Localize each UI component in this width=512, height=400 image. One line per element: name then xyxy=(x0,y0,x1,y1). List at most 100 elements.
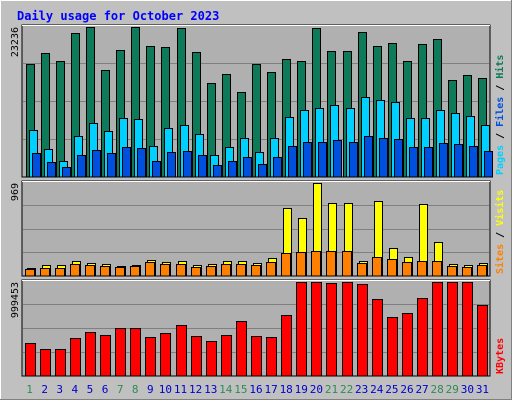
bar-kbytes-day-25 xyxy=(387,317,398,377)
bar-sites-day-16 xyxy=(251,265,261,277)
bar-pages-day-4 xyxy=(77,155,86,178)
bar-sites-day-4 xyxy=(70,264,80,277)
bar-pages-day-11 xyxy=(183,151,192,178)
bar-sites-day-12 xyxy=(191,267,201,277)
day-labels: 1 2 3 4 5 6 7 8 9 10 11 12 13 14 15 16 17 18 19 20 21 22 23 24 2… xyxy=(26,383,489,396)
bar-kbytes-day-31 xyxy=(477,305,488,377)
bar-sites-day-9 xyxy=(145,262,155,277)
bar-pages-day-15 xyxy=(243,157,252,178)
day-label-27: 27 xyxy=(415,383,428,396)
day-label-4: 4 xyxy=(72,383,79,396)
bar-kbytes-day-24 xyxy=(372,299,383,377)
bar-pages-day-25 xyxy=(394,139,403,178)
panel-kbytes: 999453 KBytes xyxy=(10,279,506,377)
day-label-13: 13 xyxy=(204,383,217,396)
panel-hits-files-pages: 23236 Pages / Files / Hits xyxy=(10,24,506,178)
panel-kbytes-ymax-label: 999453 xyxy=(10,282,21,318)
bar-pages-day-10 xyxy=(167,152,176,178)
bar-sites-day-23 xyxy=(357,263,367,277)
day-label-1: 1 xyxy=(26,383,33,396)
bar-pages-day-3 xyxy=(62,167,71,178)
legend-hits: Hits xyxy=(494,55,506,79)
bar-kbytes-day-3 xyxy=(55,349,66,377)
bar-kbytes-day-26 xyxy=(402,313,413,377)
bar-kbytes-day-23 xyxy=(357,284,368,377)
day-label-12: 12 xyxy=(189,383,202,396)
bar-sites-day-29 xyxy=(447,266,457,277)
day-label-15: 15 xyxy=(234,383,247,396)
chart-title: Daily usage for October 2023 xyxy=(17,9,219,23)
day-label-6: 6 xyxy=(102,383,109,396)
bar-kbytes-day-5 xyxy=(85,332,96,377)
bar-pages-day-1 xyxy=(32,153,41,178)
bar-kbytes-day-27 xyxy=(417,298,428,377)
bar-kbytes-day-29 xyxy=(447,282,458,377)
bar-kbytes-day-30 xyxy=(462,282,473,377)
bar-kbytes-day-4 xyxy=(70,338,81,377)
bar-sites-day-20 xyxy=(311,251,321,277)
bar-kbytes-day-2 xyxy=(40,349,51,377)
day-label-14: 14 xyxy=(219,383,233,396)
bar-sites-day-22 xyxy=(342,251,352,277)
bar-kbytes-day-7 xyxy=(115,328,126,377)
bar-kbytes-day-21 xyxy=(326,283,337,377)
bar-sites-day-18 xyxy=(281,253,291,277)
bar-kbytes-day-1 xyxy=(25,343,36,377)
bar-sites-day-2 xyxy=(40,268,50,277)
legend-separator: / xyxy=(495,127,506,145)
bar-kbytes-day-20 xyxy=(311,282,322,377)
bar-pages-day-22 xyxy=(349,142,358,178)
bar-sites-day-5 xyxy=(85,265,95,277)
day-label-21: 21 xyxy=(325,383,338,396)
bar-sites-day-26 xyxy=(402,262,412,277)
bar-pages-day-18 xyxy=(288,146,297,178)
legend-separator: / xyxy=(495,226,506,244)
bar-sites-day-8 xyxy=(130,266,140,277)
bar-pages-day-19 xyxy=(303,142,312,178)
day-label-3: 3 xyxy=(56,383,63,396)
bar-kbytes-day-13 xyxy=(206,341,217,377)
bar-kbytes-day-12 xyxy=(191,336,202,377)
bar-pages-day-12 xyxy=(198,155,207,178)
bar-kbytes-day-18 xyxy=(281,315,292,377)
bar-sites-day-25 xyxy=(387,259,397,277)
bar-pages-day-21 xyxy=(333,140,342,178)
day-label-10: 10 xyxy=(159,383,172,396)
bar-pages-day-9 xyxy=(152,161,161,178)
bar-sites-day-17 xyxy=(266,262,276,277)
day-label-29: 29 xyxy=(446,383,459,396)
day-label-7: 7 xyxy=(117,383,124,396)
day-label-20: 20 xyxy=(310,383,323,396)
bar-pages-day-31 xyxy=(484,151,493,178)
bar-sites-day-10 xyxy=(160,264,170,277)
bar-sites-day-7 xyxy=(115,267,125,277)
bar-pages-day-17 xyxy=(273,157,282,178)
day-label-9: 9 xyxy=(147,383,154,396)
bar-sites-day-1 xyxy=(25,269,35,277)
bar-sites-day-30 xyxy=(462,267,472,277)
bar-pages-day-2 xyxy=(47,162,56,178)
bar-sites-day-6 xyxy=(100,266,110,277)
bar-pages-day-20 xyxy=(318,142,327,178)
bar-sites-day-27 xyxy=(417,261,427,277)
bar-kbytes-day-22 xyxy=(342,282,353,377)
panel-hits-files-pages-legend: Pages / Files / Hits xyxy=(494,55,506,175)
bar-kbytes-day-28 xyxy=(432,282,443,377)
bar-hits-day-3 xyxy=(56,61,65,178)
day-label-8: 8 xyxy=(132,383,139,396)
bar-pages-day-6 xyxy=(107,153,116,178)
legend-sites: Sites xyxy=(494,244,506,274)
bar-pages-day-24 xyxy=(379,138,388,178)
bar-sites-day-3 xyxy=(55,268,65,277)
day-label-17: 17 xyxy=(264,383,277,396)
bar-pages-day-16 xyxy=(258,164,267,178)
bar-kbytes-day-15 xyxy=(236,321,247,377)
bar-kbytes-day-8 xyxy=(130,328,141,377)
bar-kbytes-day-6 xyxy=(100,335,111,377)
bar-pages-day-30 xyxy=(469,146,478,178)
chart-panels: 23236 Pages / Files / Hits 969 Sites / Visi… xyxy=(10,24,506,377)
day-label-25: 25 xyxy=(385,383,398,396)
day-label-26: 26 xyxy=(400,383,413,396)
panel-kbytes-legend: KBytes xyxy=(495,338,506,374)
